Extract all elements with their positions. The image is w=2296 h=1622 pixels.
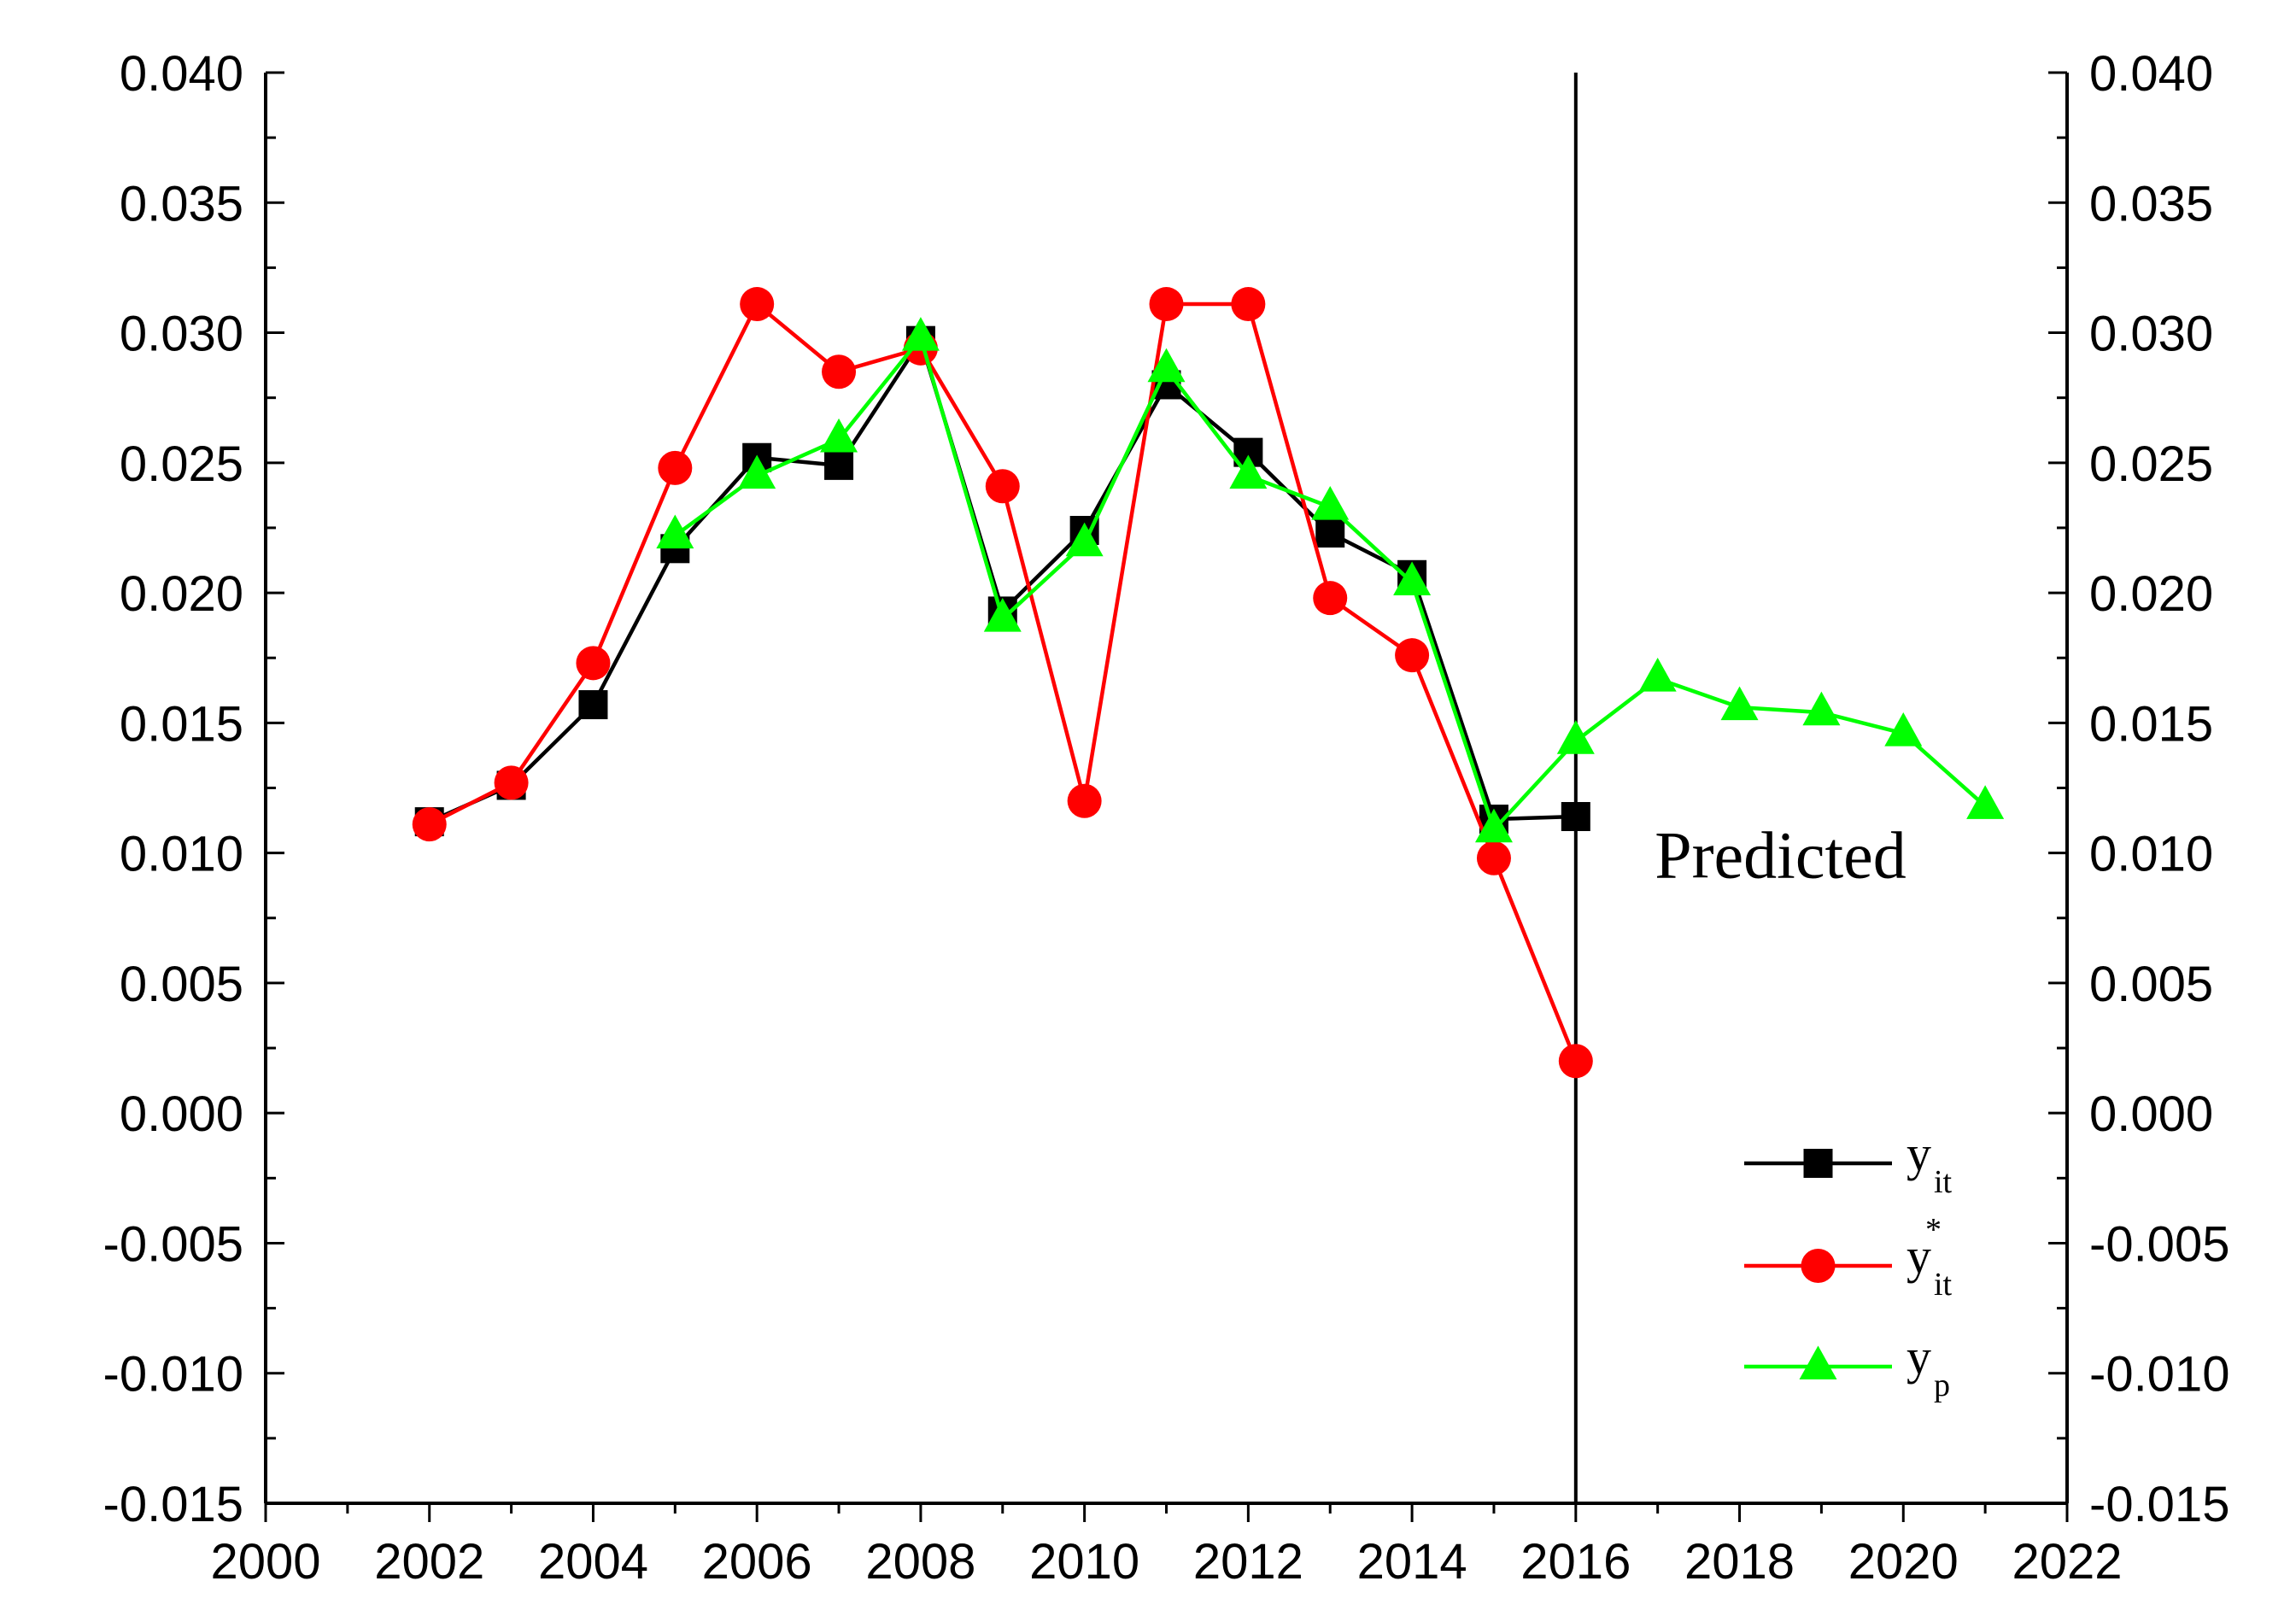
plot-frame bbox=[264, 73, 2069, 1505]
x-tick-label: 2016 bbox=[1520, 1534, 1631, 1590]
legend-item-circle: y* it bbox=[1744, 1212, 1953, 1303]
x-tick-label: 2004 bbox=[538, 1534, 648, 1590]
data-point-circle bbox=[412, 807, 447, 842]
data-point-triangle bbox=[1720, 686, 1759, 721]
data-point-triangle bbox=[901, 317, 940, 351]
data-point-circle bbox=[1476, 840, 1511, 875]
data-point-square bbox=[1315, 518, 1345, 548]
y-tick-label-left: 0.020 bbox=[120, 566, 243, 622]
data-point-triangle bbox=[1802, 691, 1841, 726]
y-tick-label-right: -0.015 bbox=[2089, 1477, 2229, 1532]
y-tick-label-right: 0.000 bbox=[2089, 1086, 2213, 1142]
x-ticks: 2000 2002 2004 2006 2008 2010 2012 2014 2016 2018… bbox=[210, 1503, 2123, 1590]
y-tick-label-right: 0.035 bbox=[2089, 176, 2213, 231]
y-tick-label-left: 0.010 bbox=[120, 827, 243, 882]
y-tick-label-left: 0.005 bbox=[120, 957, 243, 1012]
legend-marker-square bbox=[1803, 1149, 1833, 1178]
y-ticks: -0.015 -0.015 -0.010 -0.010 -0.005 -0.005 0.00… bbox=[103, 46, 2230, 1532]
data-point-square bbox=[824, 450, 854, 480]
x-tick-label: 2002 bbox=[374, 1534, 484, 1590]
data-point-triangle bbox=[1884, 711, 1923, 747]
data-point-circle bbox=[740, 287, 775, 322]
series-circle bbox=[412, 287, 1593, 1079]
legend-label-sub: it bbox=[1934, 1267, 1953, 1303]
data-series bbox=[412, 287, 2005, 1079]
data-point-triangle bbox=[1147, 348, 1186, 383]
y-tick-label-right: -0.010 bbox=[2089, 1347, 2229, 1402]
x-tick-label: 2012 bbox=[1193, 1534, 1303, 1590]
data-point-circle bbox=[1149, 287, 1184, 322]
data-point-circle bbox=[494, 765, 529, 800]
data-point-triangle bbox=[820, 418, 858, 453]
x-tick-label: 2018 bbox=[1684, 1534, 1795, 1590]
x-tick-label: 2000 bbox=[210, 1534, 320, 1590]
legend-marker-circle bbox=[1801, 1249, 1836, 1283]
data-point-circle bbox=[1313, 581, 1348, 616]
legend-label-sub: p bbox=[1934, 1367, 1950, 1403]
y-tick-label-left: -0.010 bbox=[103, 1347, 243, 1402]
annotations: Predicted bbox=[1655, 818, 1906, 893]
predicted-label: Predicted bbox=[1655, 818, 1906, 893]
y-tick-label-left: 0.000 bbox=[120, 1086, 243, 1142]
data-point-square bbox=[1561, 802, 1590, 831]
legend-label-main: y bbox=[1906, 1228, 1931, 1284]
data-point-triangle bbox=[738, 454, 776, 489]
data-point-triangle bbox=[656, 514, 694, 549]
series-line-circle bbox=[428, 302, 1578, 1063]
data-point-triangle bbox=[1638, 658, 1677, 692]
legend-label-sup: * bbox=[1925, 1212, 1942, 1248]
data-point-circle bbox=[1231, 287, 1266, 322]
legend-item-square: yit bbox=[1744, 1126, 1953, 1200]
data-point-triangle bbox=[1311, 486, 1350, 520]
y-tick-label-right: 0.020 bbox=[2089, 566, 2213, 622]
y-tick-label-left: -0.005 bbox=[103, 1216, 243, 1272]
data-point-triangle bbox=[1393, 561, 1432, 595]
data-point-triangle bbox=[983, 597, 1022, 632]
data-point-triangle bbox=[1065, 522, 1104, 557]
y-tick-label-right: 0.010 bbox=[2089, 827, 2213, 882]
y-tick-label-left: -0.015 bbox=[103, 1477, 243, 1532]
x-tick-label: 2008 bbox=[865, 1534, 975, 1590]
legend-label-main: y bbox=[1906, 1329, 1931, 1385]
y-tick-label-left: 0.025 bbox=[120, 436, 243, 492]
y-tick-label-right: 0.025 bbox=[2089, 436, 2213, 492]
data-point-triangle bbox=[1556, 720, 1595, 754]
legend-item-triangle: yp bbox=[1744, 1329, 1950, 1403]
y-tick-label-right: -0.005 bbox=[2089, 1216, 2229, 1272]
series-triangle bbox=[656, 317, 2005, 843]
data-point-circle bbox=[1395, 638, 1430, 673]
y-tick-label-left: 0.030 bbox=[120, 307, 243, 362]
legend-label-main: y bbox=[1906, 1126, 1931, 1181]
data-point-triangle bbox=[1966, 785, 2005, 819]
data-point-circle bbox=[822, 354, 857, 389]
x-tick-label: 2010 bbox=[1029, 1534, 1139, 1590]
data-point-triangle bbox=[1474, 808, 1513, 843]
data-point-circle bbox=[1558, 1044, 1593, 1079]
x-tick-label: 2006 bbox=[702, 1534, 812, 1590]
data-point-circle bbox=[658, 450, 693, 485]
y-tick-label-left: 0.040 bbox=[120, 46, 243, 102]
y-tick-label-right: 0.040 bbox=[2089, 46, 2213, 102]
data-point-circle bbox=[1067, 783, 1102, 818]
data-point-circle bbox=[985, 469, 1020, 504]
data-point-triangle bbox=[1229, 454, 1268, 489]
legend-label-sub: it bbox=[1934, 1164, 1953, 1200]
y-tick-label-left: 0.015 bbox=[120, 696, 243, 752]
y-tick-label-left: 0.035 bbox=[120, 176, 243, 231]
x-tick-label: 2020 bbox=[1848, 1534, 1959, 1590]
x-tick-label: 2022 bbox=[2012, 1534, 2122, 1590]
legend-marker-triangle bbox=[1799, 1345, 1837, 1380]
data-point-square bbox=[578, 690, 608, 720]
data-point-circle bbox=[576, 646, 611, 681]
x-tick-label: 2014 bbox=[1357, 1534, 1467, 1590]
y-tick-label-right: 0.015 bbox=[2089, 696, 2213, 752]
y-tick-label-right: 0.005 bbox=[2089, 957, 2213, 1012]
y-tick-label-right: 0.030 bbox=[2089, 307, 2213, 362]
